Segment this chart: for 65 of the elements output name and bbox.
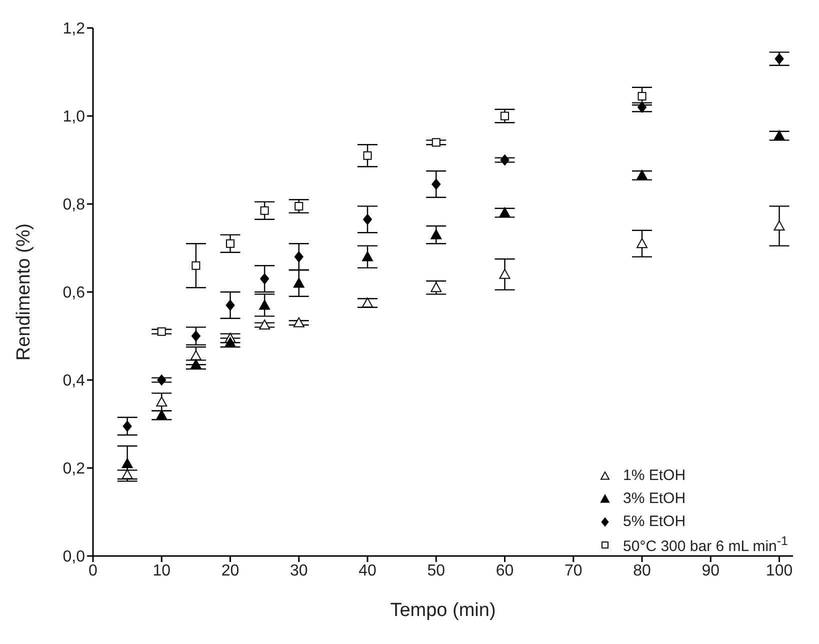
x-tick-label: 0 — [88, 562, 98, 580]
legend-label: 1% EtOH — [623, 467, 686, 484]
point — [122, 420, 132, 432]
point — [500, 154, 510, 166]
point — [293, 317, 304, 328]
point — [157, 327, 166, 336]
y-axis-title: Rendimento (%) — [14, 223, 35, 361]
point — [122, 469, 133, 480]
y-tick-label: 1,0 — [62, 108, 86, 126]
point — [362, 251, 374, 262]
point — [156, 396, 168, 406]
x-axis-title: Tempo (min) — [390, 600, 496, 621]
y-tick-label: 0,4 — [62, 372, 86, 390]
point — [636, 238, 648, 248]
point — [774, 53, 784, 64]
point — [430, 282, 442, 292]
x-tick-label: 40 — [358, 562, 377, 580]
point — [774, 220, 785, 230]
point — [190, 359, 202, 370]
y-tick-label: 0,6 — [62, 284, 86, 302]
y-tick-label: 0,0 — [62, 548, 86, 566]
point — [638, 92, 646, 100]
x-tick-label: 10 — [152, 562, 171, 580]
point — [192, 261, 200, 270]
point — [259, 320, 270, 330]
x-tick-label: 80 — [633, 562, 652, 580]
point — [362, 298, 374, 308]
x-tick-label: 30 — [290, 562, 308, 580]
x-tick-label: 60 — [496, 562, 514, 580]
point — [432, 138, 440, 147]
point — [293, 278, 304, 288]
point — [294, 202, 304, 210]
point — [122, 458, 133, 468]
point — [190, 350, 202, 360]
legend-label: 3% EtOH — [623, 490, 686, 507]
point — [226, 239, 235, 248]
point — [191, 330, 200, 342]
point — [638, 102, 647, 113]
point — [432, 178, 441, 190]
y-tick-label: 0,2 — [62, 460, 86, 478]
point — [499, 268, 510, 279]
x-tick-label: 100 — [766, 562, 793, 580]
point — [156, 410, 168, 420]
legend-label: 50°C 300 bar 6 mL min$^{-1}$ — [623, 534, 788, 555]
x-tick-label: 90 — [702, 562, 720, 580]
x-tick-label: 70 — [564, 562, 582, 580]
x-tick-label: 50 — [427, 562, 446, 580]
point — [363, 151, 372, 160]
point — [430, 229, 442, 240]
point — [259, 300, 270, 310]
point — [260, 273, 270, 284]
point — [224, 337, 236, 348]
point — [294, 251, 304, 262]
point — [500, 112, 510, 120]
point — [636, 170, 648, 180]
y-tick-label: 1,2 — [62, 20, 86, 38]
x-tick-label: 20 — [221, 562, 240, 580]
point — [226, 300, 235, 311]
y-tick-label: 0,8 — [62, 196, 86, 214]
point — [260, 206, 269, 215]
point — [774, 130, 785, 140]
point — [157, 374, 166, 386]
point — [363, 214, 372, 225]
point — [499, 207, 510, 218]
legend-label: 5% EtOH — [623, 513, 686, 530]
